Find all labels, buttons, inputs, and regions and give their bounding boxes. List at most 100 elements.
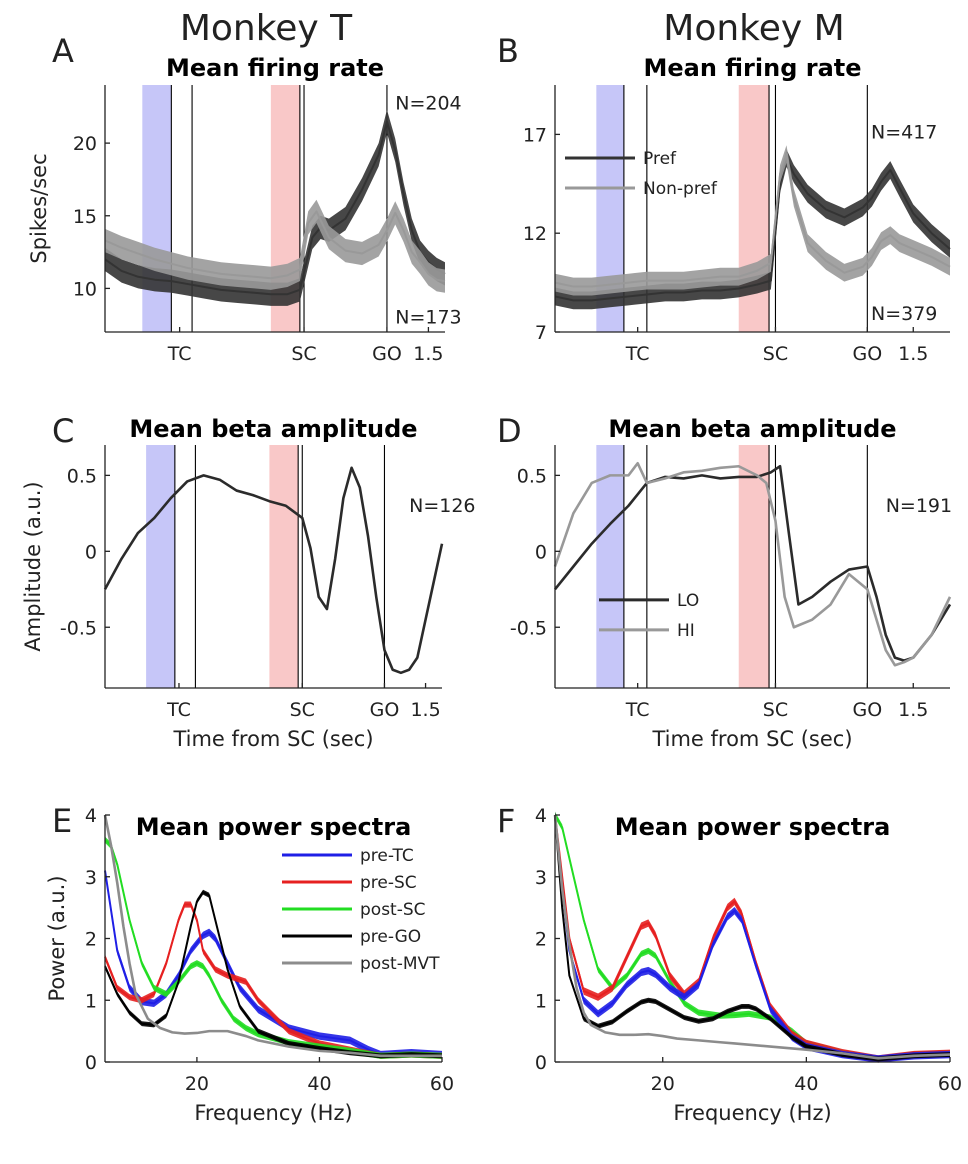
x-tick-label: SC [763, 343, 788, 365]
y-axis-label: Power (a.u.) [45, 875, 69, 1001]
panel-d-beta-amplitude: -0.5 0 0.5 TC SC GO 1.5 Mean beta amplitude Time… [510, 415, 952, 751]
x-tick-label: SC [291, 343, 316, 365]
y-axis-label: Spikes/sec [27, 153, 51, 263]
x-tick-label: 1.5 [413, 343, 443, 365]
x-axis-label: Time from SC (sec) [651, 727, 852, 751]
panel-b-firing-rate: 7 12 17 TC SC GO 1.5 Mean firing rate N=417 N=379… [523, 54, 951, 365]
x-tick-label: TC [625, 343, 650, 365]
y-tick-label: 0 [85, 1052, 97, 1074]
x-tick-label: 20 [185, 1073, 209, 1095]
x-tick-label: GO [852, 343, 882, 365]
x-tick-label: 20 [651, 1073, 675, 1095]
panel-title: Mean beta amplitude [608, 415, 896, 443]
x-tick-label: 1.5 [410, 699, 440, 721]
x-tick-label: 40 [794, 1073, 818, 1095]
n-annotation: N=417 [871, 121, 937, 143]
panel-title: Mean firing rate [166, 54, 384, 82]
y-tick-label: 4 [535, 805, 547, 827]
legend-label: LO [677, 591, 699, 611]
y-tick-label: 1 [535, 990, 547, 1012]
panel-e-power-spectra: 0 1 2 3 4 20 40 60 Mean power spectra Power (a.u.… [45, 805, 454, 1125]
x-tick-label: 40 [307, 1073, 331, 1095]
y-tick-label: 0 [85, 541, 97, 563]
panel-title: Mean power spectra [615, 813, 891, 841]
legend-label: pre-TC [360, 846, 414, 866]
y-tick-label: 0 [535, 1052, 547, 1074]
series-band-non-pref [105, 199, 445, 293]
n-annotation: N=126 [409, 495, 475, 517]
x-tick-label: 1.5 [898, 699, 928, 721]
series-line-non-pref [554, 153, 951, 288]
x-tick-label: 60 [938, 1073, 962, 1095]
monkey-t-header: Monkey T [180, 8, 353, 49]
panel-title: Mean power spectra [136, 813, 412, 841]
y-tick-label: 0.5 [67, 465, 97, 487]
series-band-pre-tc [105, 866, 442, 1059]
y-tick-label: 7 [535, 322, 547, 344]
epoch-shade [146, 445, 175, 688]
x-tick-label: TC [167, 343, 192, 365]
n-annotation: N=191 [886, 495, 952, 517]
legend-label: post-SC [360, 900, 426, 920]
series-line-post-mvt [103, 814, 442, 1058]
series-line-pre-go [554, 814, 951, 1060]
series-band-post-sc [555, 811, 950, 1062]
y-tick-label: -0.5 [60, 617, 97, 639]
panel-title: Mean firing rate [643, 54, 861, 82]
legend-label: pre-SC [360, 873, 417, 893]
y-tick-label: 0.5 [517, 465, 547, 487]
x-tick-label: 60 [430, 1073, 454, 1095]
epoch-shade [738, 445, 770, 688]
series-line-post-mvt [553, 814, 951, 1060]
series-line-hi [553, 461, 952, 667]
y-tick-label: 15 [73, 206, 97, 228]
panel-letter-e: E [52, 802, 72, 840]
panel-c-beta-amplitude: -0.5 0 0.5 TC SC GO 1.5 Mean beta amplitude Ampl… [21, 415, 476, 751]
y-tick-label: 0 [535, 541, 547, 563]
series-line-pref [104, 120, 446, 296]
x-axis-label: Frequency (Hz) [194, 1101, 352, 1125]
legend-label: Non-pref [643, 179, 718, 199]
panel-letter-f: F [497, 802, 515, 840]
n-annotation: N=204 [395, 93, 461, 115]
y-tick-label: 10 [73, 278, 97, 300]
y-tick-label: 3 [85, 867, 97, 889]
monkey-m-header: Monkey M [663, 8, 844, 49]
y-tick-label: 20 [73, 133, 97, 155]
epoch-shade [596, 445, 624, 688]
series-band-pre-go [555, 812, 950, 1062]
n-annotation: N=379 [871, 303, 937, 325]
epoch-shade [142, 85, 172, 332]
x-tick-label: GO [852, 699, 882, 721]
y-tick-label: 2 [535, 929, 547, 951]
y-tick-label: 12 [523, 223, 547, 245]
n-annotation: N=173 [395, 306, 461, 328]
x-tick-label: SC [290, 699, 315, 721]
panel-letter-c: C [52, 412, 74, 450]
x-tick-label: TC [625, 699, 650, 721]
panel-f-power-spectra: 0 1 2 3 4 20 40 60 Mean power spectra Frequency (… [535, 805, 962, 1125]
series-band-non-pref [555, 145, 950, 296]
panel-a-firing-rate: 10 15 20 TC SC GO 1.5 Mean firing rate Spikes/se… [27, 54, 462, 365]
x-tick-label: GO [372, 343, 402, 365]
panel-letter-d: D [497, 412, 522, 450]
y-tick-label: 4 [85, 805, 97, 827]
panel-letter-a: A [52, 32, 74, 70]
epoch-shade [269, 445, 299, 688]
x-tick-label: 1.5 [898, 343, 928, 365]
legend-label: pre-GO [360, 927, 421, 947]
legend-label: HI [677, 621, 695, 641]
x-tick-label: SC [763, 699, 788, 721]
y-axis-label: Amplitude (a.u.) [21, 481, 45, 651]
x-tick-label: TC [166, 699, 191, 721]
y-tick-label: 3 [535, 867, 547, 889]
y-tick-label: 17 [523, 124, 547, 146]
y-tick-label: 2 [85, 929, 97, 951]
series-band-pref [105, 109, 445, 306]
x-axis-label: Time from SC (sec) [172, 727, 373, 751]
x-axis-label: Frequency (Hz) [673, 1101, 831, 1125]
y-tick-label: -0.5 [510, 617, 547, 639]
series-line-lo [553, 464, 952, 662]
series-line-mean [103, 466, 444, 675]
